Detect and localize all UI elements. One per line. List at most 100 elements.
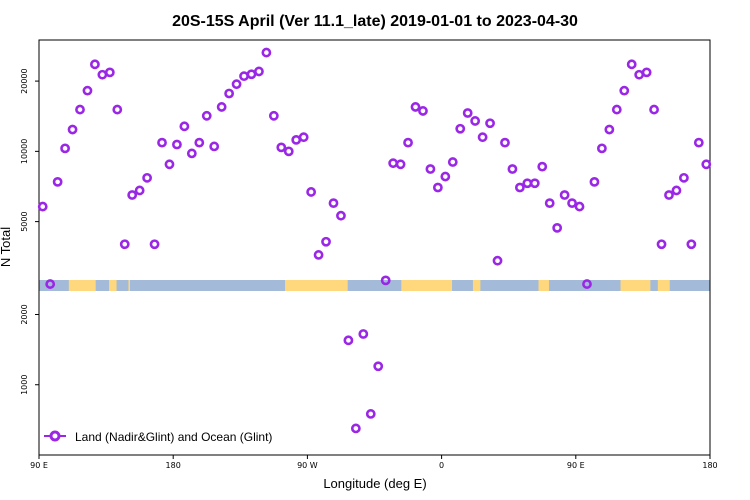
data-point bbox=[596, 143, 607, 154]
data-point bbox=[671, 185, 682, 196]
data-point bbox=[440, 171, 451, 182]
land-segment bbox=[109, 280, 117, 291]
ocean-band bbox=[39, 280, 710, 291]
land-segment bbox=[128, 280, 130, 291]
data-point bbox=[693, 137, 704, 148]
data-point bbox=[619, 85, 630, 96]
data-point bbox=[142, 172, 153, 183]
data-point bbox=[231, 79, 242, 90]
land-segment bbox=[285, 280, 348, 291]
data-point bbox=[365, 409, 376, 419]
land-segment bbox=[657, 280, 670, 291]
data-point bbox=[477, 132, 488, 143]
data-point bbox=[186, 148, 197, 159]
x-axis-label: Longitude (deg E) bbox=[323, 476, 426, 491]
land-segment bbox=[68, 280, 96, 291]
data-point bbox=[522, 178, 533, 189]
data-point bbox=[701, 159, 712, 170]
data-point bbox=[559, 190, 570, 200]
x-tick-label: 90 W bbox=[297, 461, 318, 470]
data-point bbox=[626, 59, 637, 70]
data-point bbox=[664, 190, 674, 200]
data-point bbox=[209, 141, 220, 152]
data-point bbox=[127, 190, 138, 200]
x-tick-label: 90 E bbox=[30, 461, 48, 470]
data-point bbox=[485, 118, 495, 129]
data-point bbox=[462, 108, 473, 118]
data-point bbox=[157, 137, 167, 148]
data-point bbox=[552, 222, 563, 233]
y-axis-label: N Total bbox=[0, 227, 13, 267]
data-point bbox=[104, 67, 115, 78]
data-point bbox=[410, 102, 421, 112]
y-tick-label: 5000 bbox=[20, 211, 29, 231]
data-point bbox=[582, 279, 592, 289]
data-point bbox=[589, 176, 600, 187]
data-point bbox=[261, 47, 272, 58]
data-point bbox=[172, 139, 182, 150]
chart-title: 20S-15S April (Ver 11.1_late) 2019-01-01… bbox=[172, 13, 578, 30]
data-point bbox=[90, 59, 100, 70]
legend-marker bbox=[49, 430, 61, 442]
data-points bbox=[37, 47, 712, 434]
data-point bbox=[291, 134, 302, 145]
data-point bbox=[544, 198, 555, 209]
data-point bbox=[119, 239, 130, 250]
data-point bbox=[455, 123, 466, 134]
land-segment bbox=[620, 280, 651, 291]
data-point bbox=[254, 66, 264, 77]
land-segment bbox=[401, 280, 453, 291]
data-point bbox=[313, 250, 324, 260]
data-point bbox=[194, 137, 205, 148]
data-point bbox=[432, 182, 443, 193]
data-point bbox=[350, 423, 361, 434]
data-point bbox=[201, 110, 212, 121]
y-tick-label: 10000 bbox=[20, 139, 29, 164]
data-point bbox=[529, 178, 540, 189]
data-point bbox=[403, 137, 413, 148]
data-point bbox=[268, 110, 279, 121]
data-point bbox=[447, 157, 458, 167]
data-point bbox=[246, 69, 257, 80]
data-point bbox=[649, 104, 659, 115]
data-point bbox=[656, 239, 667, 250]
data-point bbox=[574, 201, 585, 212]
data-point bbox=[492, 255, 503, 266]
data-point bbox=[611, 104, 622, 115]
data-point bbox=[97, 69, 108, 80]
x-tick-label: 180 bbox=[166, 461, 181, 470]
y-tick-label: 2000 bbox=[20, 304, 29, 324]
data-point bbox=[358, 329, 369, 339]
data-point bbox=[328, 198, 339, 209]
data-point bbox=[514, 182, 525, 193]
data-point bbox=[60, 143, 70, 154]
data-point bbox=[298, 132, 309, 143]
data-point bbox=[164, 159, 175, 170]
data-point bbox=[239, 71, 249, 82]
data-point bbox=[537, 161, 548, 172]
data-point bbox=[380, 275, 391, 286]
data-point bbox=[134, 185, 145, 196]
land-segment bbox=[472, 280, 481, 291]
data-point bbox=[216, 102, 227, 112]
y-axis: 1000 2000 5000 10000 20000 bbox=[20, 68, 39, 395]
data-point bbox=[283, 146, 294, 157]
data-point bbox=[500, 137, 510, 148]
land-ocean-band bbox=[39, 280, 710, 291]
data-point bbox=[395, 159, 406, 170]
data-point bbox=[679, 172, 689, 183]
data-point bbox=[82, 85, 93, 96]
data-point bbox=[179, 121, 190, 132]
y-tick-label: 1000 bbox=[20, 375, 29, 395]
data-point bbox=[37, 201, 48, 212]
legend: Land (Nadir&Glint) and Ocean (Glint) bbox=[44, 430, 272, 444]
data-point bbox=[224, 88, 235, 99]
data-point bbox=[45, 279, 56, 289]
data-point bbox=[641, 67, 652, 78]
legend-label: Land (Nadir&Glint) and Ocean (Glint) bbox=[75, 430, 272, 444]
data-point bbox=[336, 210, 346, 221]
data-point bbox=[425, 164, 436, 174]
data-point bbox=[634, 69, 645, 80]
data-point bbox=[343, 335, 354, 346]
